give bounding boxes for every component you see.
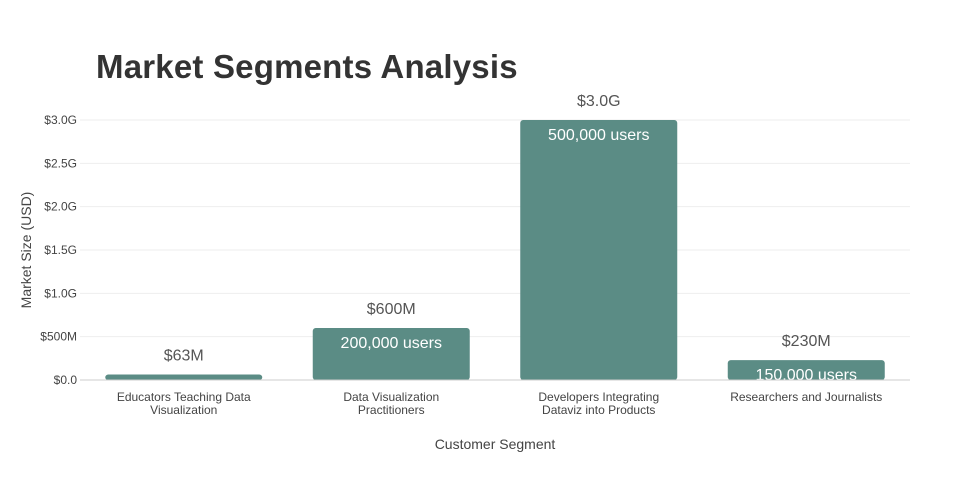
x-tick-label: Practitioners bbox=[358, 403, 425, 417]
bar bbox=[520, 120, 678, 380]
bar-users-label: 500,000 users bbox=[548, 127, 649, 144]
x-tick-label: Dataviz into Products bbox=[542, 403, 655, 417]
y-tick-label: $3.0G bbox=[44, 113, 77, 127]
y-tick-label: $1.5G bbox=[44, 243, 77, 257]
bar-users-label: 150,000 users bbox=[756, 367, 857, 384]
bar-value-label: $3.0G bbox=[577, 93, 621, 110]
bar-users-label: 200,000 users bbox=[341, 335, 442, 352]
x-tick-label: Researchers and Journalists bbox=[730, 390, 882, 404]
y-tick-label: $0.0 bbox=[54, 373, 78, 387]
bars bbox=[105, 120, 885, 380]
bar-value-label: $230M bbox=[782, 333, 831, 350]
bar-value-label: $63M bbox=[164, 348, 204, 365]
x-tick-label: Data Visualization bbox=[343, 390, 439, 404]
bar-labels: $63M $600M 200,000 users $3.0G 500,000 users… bbox=[164, 93, 857, 384]
chart-title: Market Segments Analysis bbox=[96, 48, 518, 85]
x-tick-label: Developers Integrating bbox=[538, 390, 659, 404]
y-tick-label: $500M bbox=[40, 330, 77, 344]
gridlines bbox=[80, 119, 910, 338]
bar bbox=[727, 360, 885, 380]
bar-value-label: $600M bbox=[367, 301, 416, 318]
x-axis-title: Customer Segment bbox=[435, 436, 556, 452]
bar bbox=[105, 374, 263, 380]
x-tick-label: Visualization bbox=[150, 403, 217, 417]
y-axis-title: Market Size (USD) bbox=[18, 192, 34, 309]
y-tick-label: $2.0G bbox=[44, 200, 77, 214]
x-tick-label: Educators Teaching Data bbox=[117, 390, 251, 404]
y-axis-ticks: $0.0 $500M $1.0G $1.5G $2.0G $2.5G $3.0G bbox=[40, 113, 77, 387]
y-tick-label: $2.5G bbox=[44, 156, 77, 170]
y-tick-label: $1.0G bbox=[44, 286, 77, 300]
bar bbox=[312, 328, 470, 380]
